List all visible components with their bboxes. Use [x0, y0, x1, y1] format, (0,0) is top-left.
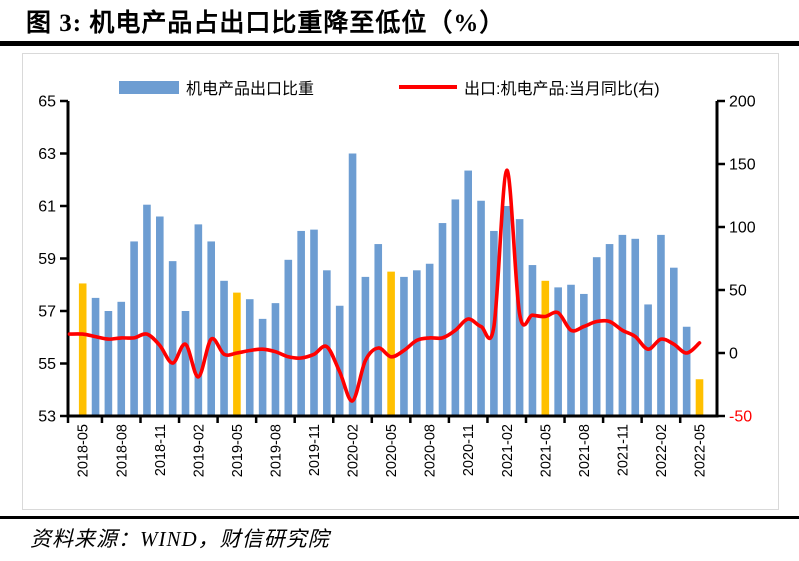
svg-text:-50: -50 — [729, 409, 752, 426]
bar-2020-07 — [413, 270, 421, 416]
bar-2021-08 — [580, 293, 588, 416]
svg-text:2019-08: 2019-08 — [268, 424, 284, 477]
svg-text:55: 55 — [38, 356, 56, 373]
line-series-label: 出口:机电产品:当月同比(右) — [464, 81, 660, 98]
svg-text:2022-02: 2022-02 — [654, 424, 670, 477]
bar-2019-07 — [258, 318, 267, 416]
bar-2020-09 — [438, 223, 447, 416]
bar-2021-04 — [528, 265, 537, 416]
bar-2020-03 — [361, 276, 370, 416]
bar-2019-09 — [284, 259, 293, 416]
svg-text:57: 57 — [38, 304, 56, 321]
bar-2021-12 — [631, 238, 640, 416]
bar-2020-12 — [477, 200, 485, 416]
svg-text:2019-11: 2019-11 — [307, 424, 323, 476]
svg-text:200: 200 — [729, 94, 756, 111]
svg-text:2018-08: 2018-08 — [114, 424, 130, 477]
bar-2020-10 — [451, 199, 460, 416]
bar-2020-01 — [335, 305, 344, 416]
svg-text:2021-11: 2021-11 — [615, 424, 631, 476]
svg-text:2020-08: 2020-08 — [423, 424, 439, 477]
bar-2019-03 — [207, 241, 215, 416]
bar-2019-01 — [181, 311, 190, 416]
bar-2020-08 — [425, 263, 434, 416]
svg-text:2019-02: 2019-02 — [191, 424, 207, 477]
source-divider-rule — [0, 516, 799, 519]
svg-text:2020-05: 2020-05 — [384, 424, 400, 477]
bar-2021-11 — [618, 234, 627, 416]
svg-text:100: 100 — [729, 220, 756, 237]
bar-2018-10 — [143, 204, 151, 416]
svg-text:63: 63 — [38, 146, 56, 163]
line-series-swatch — [399, 85, 457, 89]
svg-text:0: 0 — [729, 346, 738, 363]
bar-2019-12 — [323, 270, 331, 416]
svg-text:2018-05: 2018-05 — [76, 424, 92, 477]
bar-series-swatch — [119, 80, 179, 94]
bar-2018-12 — [168, 261, 177, 416]
bar-2018-09 — [130, 241, 138, 416]
bar-2018-06 — [91, 297, 100, 417]
svg-text:150: 150 — [729, 157, 756, 174]
bar-2022-03 — [670, 267, 678, 416]
svg-text:2021-02: 2021-02 — [500, 424, 516, 477]
bar-2021-07 — [567, 284, 575, 416]
bar-2022-02 — [657, 234, 665, 416]
bar-2022-01 — [644, 304, 652, 416]
chart-canvas: 65 63 61 59 57 55 53 200 150 100 50 0 -50 2018-05 2018… — [38, 94, 756, 478]
yoy-line — [67, 168, 702, 403]
bar-2020-11 — [464, 170, 472, 416]
bar-2021-02 — [502, 206, 511, 416]
bar-2020-05 — [387, 271, 395, 417]
bar-2020-02 — [348, 153, 357, 416]
bar-2019-10 — [297, 230, 305, 416]
bar-2021-06 — [554, 287, 562, 416]
bar-2019-02 — [194, 224, 203, 416]
svg-text:2020-11: 2020-11 — [461, 424, 477, 476]
bar-2019-04 — [220, 280, 228, 416]
svg-text:2020-02: 2020-02 — [346, 424, 362, 477]
chart-frame: 65 63 61 59 57 55 53 200 150 100 50 0 -50 2018-05 2018… — [22, 53, 779, 510]
figure-title: 图 3: 机电产品占出口比重降至低位（%） — [26, 10, 506, 37]
bar-2018-08 — [117, 301, 126, 416]
bar-2018-07 — [104, 311, 113, 416]
bar-2019-06 — [245, 299, 254, 416]
bar-2021-09 — [592, 257, 601, 416]
bar-2020-06 — [400, 276, 408, 416]
svg-text:59: 59 — [38, 251, 56, 268]
svg-text:2018-11: 2018-11 — [153, 424, 169, 476]
svg-text:2019-05: 2019-05 — [230, 424, 246, 477]
bar-2021-05 — [541, 280, 550, 416]
svg-text:2022-05: 2022-05 — [693, 424, 709, 477]
legend-item-line: 出口:机电产品:当月同比(右) — [399, 77, 660, 98]
source-note: 资料来源：WIND，财信研究院 — [30, 527, 330, 551]
bar-2019-08 — [271, 303, 280, 416]
bar-2018-11 — [156, 216, 164, 416]
title-divider-rule — [0, 41, 799, 46]
bar-2018-05 — [78, 283, 87, 416]
legend-item-bars: 机电产品出口比重 — [119, 77, 315, 98]
svg-text:2021-05: 2021-05 — [538, 424, 554, 477]
svg-text:2021-08: 2021-08 — [577, 424, 593, 477]
bar-2019-11 — [310, 229, 318, 416]
svg-text:53: 53 — [38, 409, 56, 426]
bar-series-label: 机电产品出口比重 — [186, 81, 315, 98]
svg-text:50: 50 — [729, 283, 747, 300]
svg-text:61: 61 — [38, 199, 56, 216]
bar-2020-04 — [374, 244, 383, 416]
bar-2022-04 — [682, 326, 691, 416]
bar-2022-05 — [695, 379, 704, 416]
bar-2021-10 — [605, 244, 614, 416]
svg-text:65: 65 — [38, 94, 56, 111]
